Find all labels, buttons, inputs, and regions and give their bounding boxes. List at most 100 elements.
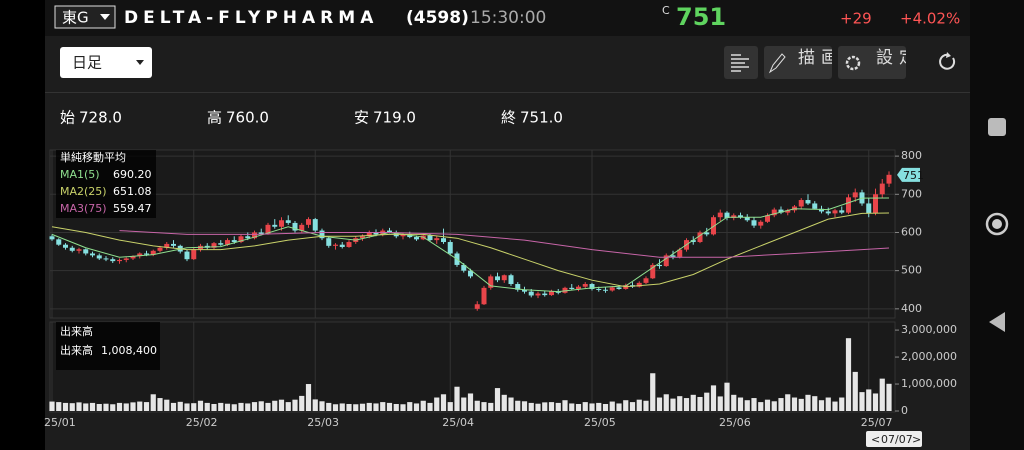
- volume-bar: [569, 403, 575, 411]
- candle-body: [225, 240, 230, 245]
- volume-bar: [150, 394, 156, 411]
- volume-bar: [69, 403, 75, 411]
- volume-bar: [157, 398, 163, 411]
- candle-body: [279, 220, 284, 227]
- volume-bar: [643, 400, 649, 411]
- candle-body: [569, 287, 575, 289]
- legend-box: [56, 150, 156, 218]
- legend-name: MA2(25): [60, 185, 107, 198]
- cursor-arrow: >: [912, 433, 921, 446]
- volume-bar: [130, 402, 136, 411]
- nav-recent[interactable]: [988, 118, 1006, 136]
- volume-bar: [454, 386, 460, 411]
- candle-body: [542, 293, 548, 296]
- volume-bar: [103, 403, 109, 411]
- settings-button[interactable]: [838, 46, 906, 79]
- candle-body: [839, 210, 845, 213]
- gear-icon: [845, 55, 861, 71]
- volume-bar: [393, 403, 399, 411]
- legend-title: 単純移動平均: [60, 150, 126, 164]
- volume-bar: [575, 403, 582, 411]
- y-tick-label: 3,000,000: [901, 323, 957, 336]
- volume-bar: [467, 393, 474, 411]
- draw-label: 描画: [798, 48, 844, 68]
- volume-bar: [380, 402, 386, 411]
- volume-bar: [89, 402, 96, 411]
- nav-home[interactable]: [985, 212, 1009, 236]
- volume-bar: [231, 404, 237, 411]
- volume-bar: [852, 371, 858, 411]
- candle-body: [150, 250, 156, 255]
- volume-bar: [602, 403, 609, 411]
- volume-bar: [359, 403, 366, 411]
- candle-body: [69, 247, 75, 251]
- refresh-icon[interactable]: [939, 53, 956, 70]
- candle-body: [447, 242, 453, 254]
- draw-button[interactable]: [764, 46, 832, 79]
- volume-bar: [56, 402, 62, 411]
- volume-bar: [670, 398, 676, 411]
- volume-bar: [420, 400, 426, 411]
- y-tick-label: 1,000,000: [901, 377, 957, 390]
- volume-bar: [731, 394, 737, 411]
- volume-bar: [562, 400, 568, 411]
- time: 15:30:00: [470, 8, 546, 28]
- candle-body: [879, 183, 885, 195]
- volume-bar: [373, 403, 379, 411]
- volume-bar: [272, 400, 278, 411]
- candle-body: [373, 232, 379, 235]
- candle-body: [724, 212, 730, 218]
- cursor-arrow: <: [871, 433, 880, 446]
- candle-body: [731, 215, 737, 218]
- volume-bar: [197, 400, 204, 411]
- y-tick-label: 500: [901, 264, 922, 277]
- candle-body: [306, 219, 311, 225]
- candle-body: [76, 249, 82, 251]
- period-select[interactable]: [60, 47, 152, 78]
- candle-body: [110, 259, 116, 262]
- volume-bar: [704, 392, 710, 411]
- candle-body: [744, 217, 750, 221]
- volume-bar: [589, 403, 595, 411]
- volume-bar: [548, 402, 555, 411]
- volume-bar: [758, 402, 764, 411]
- volume-bar: [609, 401, 615, 411]
- settings-label: 設定: [876, 48, 922, 68]
- cursor-label: 07/07: [881, 433, 913, 446]
- volume-bar: [83, 403, 89, 411]
- market-select[interactable]: [54, 5, 116, 29]
- candle-body: [218, 243, 224, 245]
- y-tick-label: 2,000,000: [901, 350, 957, 363]
- volume-bar: [683, 398, 690, 411]
- candle-body: [495, 276, 500, 281]
- volume-bar: [650, 373, 656, 411]
- candle-body: [272, 224, 278, 227]
- volume-bar: [737, 397, 744, 411]
- candle-body: [501, 275, 507, 281]
- ma-line: [51, 197, 890, 293]
- candle-body: [481, 287, 487, 305]
- y-tick-label: 800: [901, 149, 922, 162]
- change: +29: [840, 10, 872, 28]
- nav-back[interactable]: [989, 312, 1005, 332]
- candle-body: [778, 209, 784, 213]
- candle-body: [596, 288, 602, 290]
- volume-bar: [832, 401, 838, 411]
- candle-body: [866, 203, 872, 214]
- candle-body: [515, 284, 521, 290]
- volume-bar: [143, 402, 150, 411]
- volume-bar: [872, 393, 879, 411]
- settings-button-clip: 設定: [838, 46, 922, 79]
- volume-bar: [805, 394, 811, 411]
- volume-bar: [123, 403, 129, 411]
- market: 東G: [62, 9, 89, 27]
- header-bar: [45, 0, 970, 36]
- candle-body: [690, 240, 696, 243]
- price-flag: C: [662, 4, 670, 17]
- volume-bar: [278, 399, 285, 411]
- volume-bar: [866, 389, 872, 411]
- candle-body: [339, 244, 345, 247]
- volume-bar: [508, 397, 514, 411]
